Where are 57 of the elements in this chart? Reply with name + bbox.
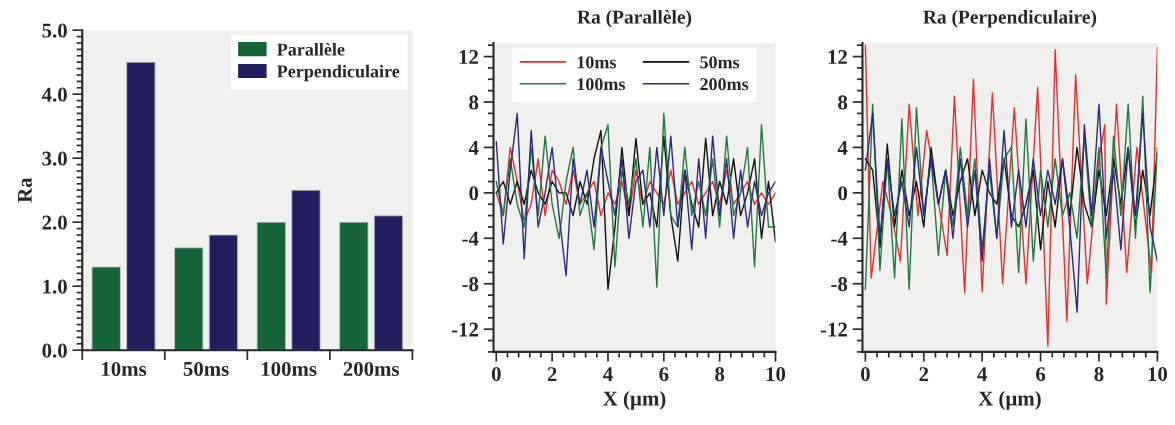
y-tick-label: 12: [828, 49, 847, 64]
line-series: [864, 44, 1158, 347]
x-tick-label: 0: [491, 367, 501, 382]
y-axis-title: Ra: [17, 177, 32, 203]
y-tick-label: 3.0: [42, 151, 67, 166]
y-tick-label: -4: [831, 231, 848, 246]
bar: [256, 221, 286, 351]
y-tick-label: 8: [838, 95, 848, 110]
bar: [208, 234, 239, 351]
y-tick-label: -12: [451, 322, 479, 337]
legend-label: 200ms: [700, 78, 749, 91]
legend-label: 10ms: [577, 56, 616, 69]
x-tick-label: 8: [1094, 367, 1104, 382]
legend-label: Perpendiculaire: [277, 64, 400, 82]
x-tick-label: 0: [860, 367, 870, 382]
line-series: [495, 146, 776, 222]
y-tick-label: -8: [831, 277, 848, 292]
bar: [174, 247, 204, 351]
x-tick-label: 2: [547, 367, 557, 381]
y-tick-label: 5.0: [42, 23, 67, 38]
x-tick-label: 10ms: [102, 361, 147, 376]
x-tick-label: 4: [603, 367, 613, 381]
x-axis-title: X (µm): [603, 390, 666, 410]
chart-title: Ra (Perpendiculaire): [923, 9, 1097, 28]
x-tick-label: 6: [659, 367, 669, 382]
x-tick-label: 6: [1036, 367, 1046, 382]
legend-label: Parallèle: [277, 42, 345, 56]
y-tick-label: 1.0: [43, 279, 67, 294]
y-tick-label: -8: [462, 277, 479, 292]
bar: [373, 215, 404, 351]
chart-title: Ra (Parallèle): [577, 9, 692, 28]
x-axis-title: X (µm): [978, 390, 1041, 410]
y-tick-label: -4: [462, 231, 479, 246]
y-tick-label: 4.0: [41, 87, 67, 102]
bar: [126, 61, 156, 351]
y-tick-label: 0: [469, 186, 479, 201]
x-tick-label: 4: [977, 367, 987, 381]
x-tick-label: 2: [919, 367, 929, 381]
bar: [91, 266, 121, 351]
y-tick-label: 0.0: [42, 343, 67, 358]
x-tick-label: 50ms: [183, 361, 229, 376]
y-tick-label: 12: [459, 49, 479, 64]
y-tick-label: 4: [468, 140, 479, 155]
y-tick-label: 4: [837, 140, 848, 155]
y-tick-label: -12: [820, 322, 847, 337]
legend-label: 50ms: [700, 56, 740, 69]
legend-label: 100ms: [577, 78, 626, 91]
y-tick-label: 0: [838, 186, 848, 201]
y-tick-label: 8: [469, 95, 479, 110]
x-tick-label: 100ms: [261, 361, 317, 376]
bar: [291, 189, 321, 351]
x-tick-label: 10: [766, 367, 786, 382]
bar: [339, 221, 369, 351]
x-tick-label: 8: [715, 367, 725, 382]
y-tick-label: 2.0: [42, 215, 67, 230]
x-tick-label: 200ms: [343, 361, 399, 376]
x-tick-label: 10: [1148, 367, 1167, 382]
